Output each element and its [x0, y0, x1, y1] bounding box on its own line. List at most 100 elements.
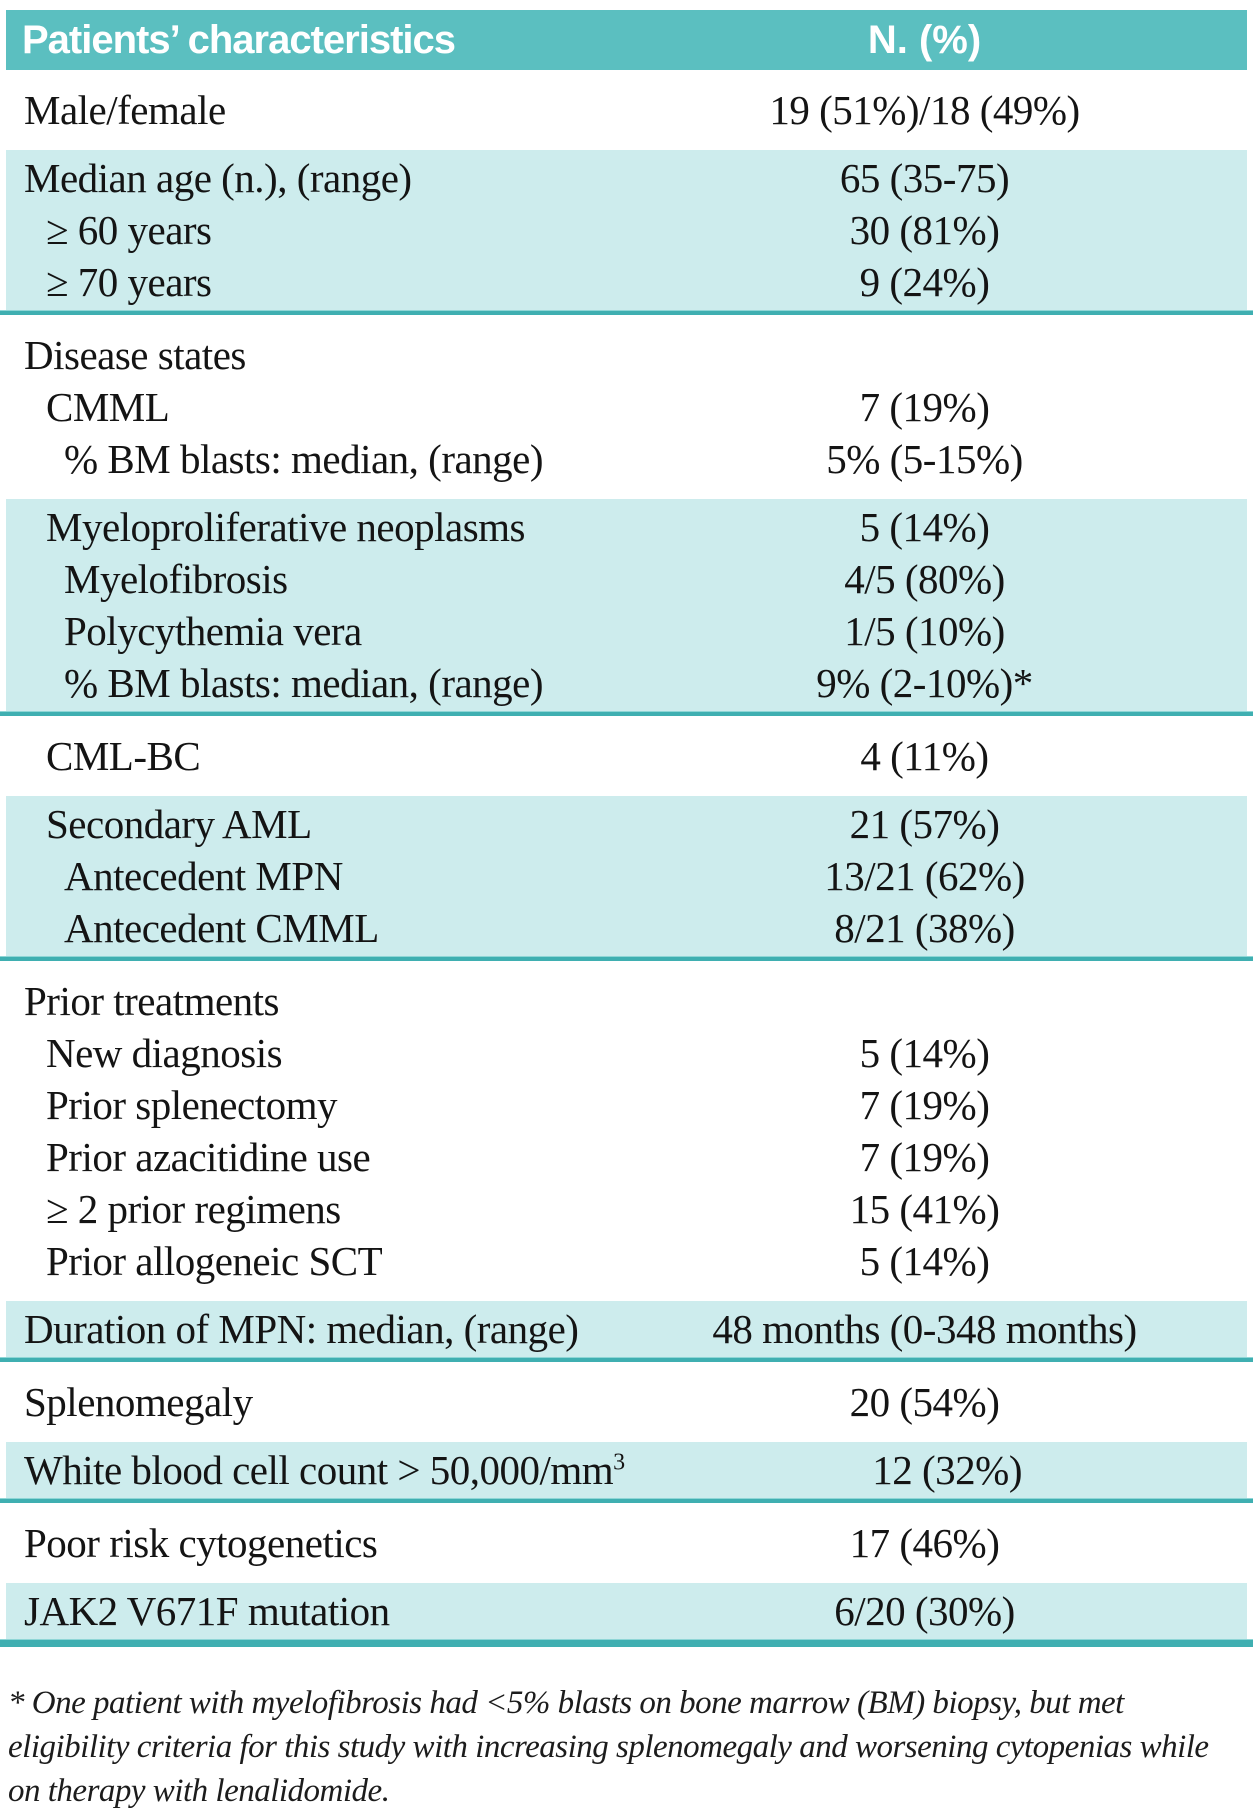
- row-label: Prior azacitidine use: [46, 1134, 371, 1180]
- table-group: CML-BC 4 (11%): [6, 716, 1247, 796]
- table-row: Antecedent MPN 13/21 (62%): [6, 850, 1247, 902]
- row-value: 15 (41%): [849, 1186, 1000, 1232]
- row-value: 9% (2-10%)*: [816, 660, 1033, 706]
- row-label: Antecedent MPN: [64, 853, 343, 899]
- row-label: Polycythemia vera: [64, 608, 362, 654]
- row-value: 65 (35-75): [839, 155, 1010, 201]
- row-label: % BM blasts: median, (range): [64, 436, 544, 482]
- row-value: 4/5 (80%): [844, 556, 1005, 602]
- row-label: ≥ 60 years: [46, 207, 212, 253]
- row-label: % BM blasts: median, (range): [64, 660, 544, 706]
- row-value: 9 (24%): [859, 259, 990, 305]
- row-label: Disease states: [24, 332, 246, 378]
- row-label: Poor risk cytogenetics: [24, 1520, 378, 1566]
- table-group: JAK2 V671F mutation 6/20 (30%): [6, 1583, 1247, 1639]
- table-group: Disease states CMML 7 (19%)% BM blasts: me…: [6, 315, 1247, 499]
- group-divider: [0, 1357, 1253, 1362]
- row-label: JAK2 V671F mutation: [24, 1588, 390, 1634]
- row-label: ≥ 2 prior regimens: [46, 1186, 341, 1232]
- row-label: New diagnosis: [46, 1030, 283, 1076]
- group-divider: [0, 1639, 1253, 1647]
- table-group: Myeloproliferative neoplasms 5 (14%) Myelo…: [6, 499, 1247, 711]
- table-group: Duration of MPN: median, (range) 48 month…: [6, 1301, 1247, 1357]
- table-header-row: Patients’ characteristics N. (%): [6, 10, 1247, 70]
- table-row: ≥ 60 years 30 (81%): [6, 204, 1247, 256]
- row-label: ≥ 70 years: [46, 259, 212, 305]
- table-group: Splenomegaly 20 (54%): [6, 1362, 1247, 1442]
- row-value: 48 months (0-348 months): [712, 1306, 1137, 1352]
- row-value: 1/5 (10%): [844, 608, 1005, 654]
- group-divider: [0, 1498, 1253, 1503]
- table-row: Polycythemia vera 1/5 (10%): [6, 605, 1247, 657]
- table-row: Median age (n.), (range) 65 (35-75): [6, 152, 1247, 204]
- table-row: % BM blasts: median, (range) 9% (2-10%)*: [6, 657, 1247, 709]
- table-row: Secondary AML 21 (57%): [6, 798, 1247, 850]
- row-value: 20 (54%): [849, 1379, 1000, 1425]
- table-row: CMML 7 (19%): [6, 381, 1247, 433]
- row-value: 21 (57%): [849, 801, 1000, 847]
- group-divider: [0, 711, 1253, 716]
- row-value: 4 (11%): [860, 733, 989, 779]
- table-row: Prior azacitidine use 7 (19%): [6, 1131, 1247, 1183]
- row-label: Median age (n.), (range): [24, 155, 412, 201]
- table-group: White blood cell count > 50,000/mm3 12 (3…: [6, 1442, 1247, 1498]
- row-value: 17 (46%): [849, 1520, 1000, 1566]
- table-row: ≥ 70 years 9 (24%): [6, 256, 1247, 308]
- footnote: * One patient with myelofibrosis had <5%…: [8, 1685, 1209, 1809]
- row-label: White blood cell count > 50,000/mm3: [24, 1447, 625, 1493]
- row-label: Duration of MPN: median, (range): [24, 1306, 579, 1352]
- row-value: 5 (14%): [859, 1030, 990, 1076]
- table-row: New diagnosis 5 (14%): [6, 1027, 1247, 1079]
- row-label: Prior treatments: [24, 978, 280, 1024]
- table-row: Prior treatments: [6, 975, 1247, 1027]
- row-label: Secondary AML: [46, 801, 312, 847]
- row-label: CML-BC: [46, 733, 201, 779]
- table-group: Poor risk cytogenetics 17 (46%): [6, 1503, 1247, 1583]
- table-row: Disease states: [6, 329, 1247, 381]
- row-label: Myeloproliferative neoplasms: [46, 504, 526, 550]
- table-group: Secondary AML 21 (57%) Antecedent MPN 13/21…: [6, 796, 1247, 956]
- table-row: Myelofibrosis 4/5 (80%): [6, 553, 1247, 605]
- table-row: Duration of MPN: median, (range) 48 month…: [6, 1303, 1247, 1355]
- row-value: 5 (14%): [859, 1238, 990, 1284]
- row-value: 7 (19%): [859, 384, 990, 430]
- table-row: Myeloproliferative neoplasms 5 (14%): [6, 501, 1247, 553]
- table-row: CML-BC 4 (11%): [6, 730, 1247, 782]
- row-label: Myelofibrosis: [64, 556, 288, 602]
- table-row: Splenomegaly 20 (54%): [6, 1376, 1247, 1428]
- row-value: 19 (51%)/18 (49%): [769, 87, 1080, 133]
- table-row: Antecedent CMML 8/21 (38%): [6, 902, 1247, 954]
- header-n-percent: N. (%): [867, 17, 982, 62]
- row-label: CMML: [46, 384, 170, 430]
- row-value: 8/21 (38%): [834, 905, 1015, 951]
- row-value: 30 (81%): [849, 207, 1000, 253]
- row-label-superscript: 3: [613, 1449, 625, 1476]
- table-group: Male/female 19 (51%)/18 (49%): [6, 70, 1247, 150]
- row-value: 6/20 (30%): [834, 1588, 1015, 1634]
- row-value: 7 (19%): [859, 1082, 990, 1128]
- table-group: Prior treatments New diagnosis 5 (14%) Prio…: [6, 961, 1247, 1301]
- table-row: Male/female 19 (51%)/18 (49%): [6, 84, 1247, 136]
- group-divider: [0, 956, 1253, 961]
- row-label: Prior splenectomy: [46, 1082, 337, 1128]
- table-row: ≥ 2 prior regimens 15 (41%): [6, 1183, 1247, 1235]
- row-value: 7 (19%): [859, 1134, 990, 1180]
- row-label: Splenomegaly: [24, 1379, 253, 1425]
- row-value: 5% (5-15%): [826, 436, 1023, 482]
- row-value: 5 (14%): [859, 504, 990, 550]
- row-label: Male/female: [24, 87, 226, 133]
- table-row: Prior splenectomy 7 (19%): [6, 1079, 1247, 1131]
- table-row: JAK2 V671F mutation 6/20 (30%): [6, 1585, 1247, 1637]
- row-label: Antecedent CMML: [64, 905, 379, 951]
- group-divider: [0, 310, 1253, 315]
- table-body: Male/female 19 (51%)/18 (49%) Median age (…: [0, 70, 1253, 1647]
- table-row: White blood cell count > 50,000/mm3 12 (3…: [6, 1444, 1247, 1496]
- row-value: 12 (32%): [872, 1447, 1022, 1493]
- row-label: Prior allogeneic SCT: [46, 1238, 383, 1284]
- table-group: Median age (n.), (range) 65 (35-75) ≥ 60 y…: [6, 150, 1247, 310]
- table-row: % BM blasts: median, (range) 5% (5-15%): [6, 433, 1247, 485]
- row-value: 13/21 (62%): [824, 853, 1025, 899]
- header-characteristics: Patients’ characteristics: [22, 17, 456, 62]
- table-row: Poor risk cytogenetics 17 (46%): [6, 1517, 1247, 1569]
